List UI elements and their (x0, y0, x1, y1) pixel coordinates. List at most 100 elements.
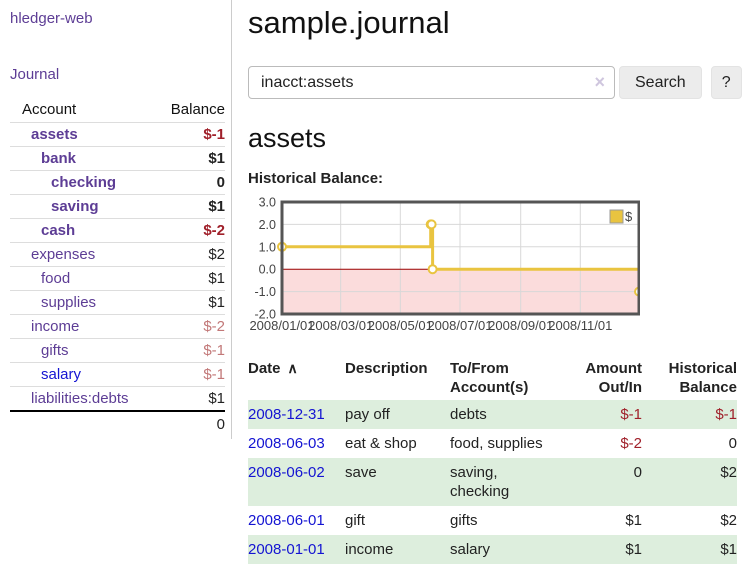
accounts-total-spacer (10, 410, 158, 436)
transaction-date-link[interactable]: 2008-01-01 (248, 541, 325, 558)
account-balance: $1 (157, 194, 225, 219)
transaction-amount: $1 (625, 541, 642, 558)
sort-asc-icon: ∧ (287, 360, 298, 376)
account-balance: $-1 (157, 362, 225, 387)
transaction-accounts: gifts (450, 512, 478, 529)
account-link[interactable]: supplies (41, 294, 97, 311)
account-row: expenses $2 (10, 242, 225, 267)
column-header-balance: Historical Balance (668, 360, 737, 396)
svg-text:1.0: 1.0 (259, 240, 276, 254)
historical-balance-chart: $3.0 2.0 1.0 0.0 -1.0 -2.02008/01/012008/03/0… (249, 196, 640, 333)
svg-text:2008/11/01: 2008/11/01 (548, 318, 612, 333)
svg-text:-1.0: -1.0 (254, 285, 276, 299)
account-balance: $-1 (157, 122, 225, 147)
account-balance: $1 (157, 290, 225, 315)
svg-text:2.0: 2.0 (259, 218, 276, 232)
account-link[interactable]: cash (41, 222, 76, 239)
account-link[interactable]: income (31, 318, 80, 335)
accounts-total-value: 0 (157, 410, 225, 436)
transaction-balance: $-1 (715, 406, 737, 423)
account-link[interactable]: food (41, 270, 71, 287)
transaction-balance: $2 (720, 512, 737, 529)
sidebar-item-journal[interactable]: Journal (10, 66, 60, 83)
search-bar: × Search ? (248, 66, 742, 99)
transaction-balance: $1 (720, 541, 737, 558)
page-title: sample.journal (248, 5, 450, 40)
account-row: income $-2 (10, 314, 225, 339)
transaction-amount: $1 (625, 512, 642, 529)
account-balance: $1 (157, 146, 225, 171)
account-row: gifts $-1 (10, 338, 225, 363)
transaction-accounts: saving, checking (450, 464, 510, 500)
transaction-date-link[interactable]: 2008-06-03 (248, 435, 325, 452)
account-row: saving $1 (10, 194, 225, 219)
svg-text:3.0: 3.0 (259, 196, 276, 210)
svg-text:2008/07/01: 2008/07/01 (427, 318, 492, 333)
account-row: liabilities:debts $1 (10, 387, 225, 412)
account-link[interactable]: saving (51, 198, 99, 215)
transaction-description: save (345, 464, 377, 481)
transactions-table: Date ∧ Description To/From Account(s) Amo… (248, 356, 737, 564)
account-row: food $1 (10, 266, 225, 291)
transactions-header-row: Date ∧ Description To/From Account(s) Amo… (248, 356, 737, 400)
transaction-amount: $-1 (620, 406, 642, 423)
search-input[interactable] (248, 66, 615, 99)
account-row: assets $-1 (10, 122, 225, 147)
svg-text:2008/09/01: 2008/09/01 (488, 318, 553, 333)
sidebar: hledger-web Journal Account Balance asse… (0, 0, 232, 439)
main-content: sample.journal × Search ? assets Histori… (232, 0, 742, 564)
transaction-amount: $-2 (620, 435, 642, 452)
transaction-description: gift (345, 512, 366, 529)
column-header-date[interactable]: Date ∧ (248, 360, 298, 377)
account-balance: $2 (157, 242, 225, 267)
account-row: cash $-2 (10, 218, 225, 243)
clear-search-icon[interactable]: × (594, 72, 605, 92)
svg-text:0.0: 0.0 (259, 263, 276, 277)
accounts-total-row: 0 (10, 410, 225, 436)
transaction-description: pay off (345, 406, 390, 423)
transaction-balance: $2 (720, 464, 737, 481)
account-row: salary $-1 (10, 362, 225, 387)
account-balance: $1 (208, 390, 225, 407)
transaction-date-link[interactable]: 2008-12-31 (248, 406, 325, 423)
transaction-date-link[interactable]: 2008-06-02 (248, 464, 325, 481)
account-link[interactable]: checking (51, 174, 117, 191)
account-balance: $-2 (157, 314, 225, 339)
account-link[interactable]: salary (41, 366, 82, 383)
transactions-table-body: 2008-12-31 pay off debts $-1 $-1 2008-06-03 ea… (248, 400, 737, 564)
transaction-row: 2008-06-02 save saving, checking 0 $2 (248, 458, 737, 506)
transaction-accounts: food, supplies (450, 435, 543, 452)
transaction-row: 2008-12-31 pay off debts $-1 $-1 (248, 400, 737, 429)
account-link[interactable]: bank (41, 150, 77, 167)
transaction-row: 2008-06-01 gift gifts $1 $2 (248, 506, 737, 535)
svg-text:$: $ (625, 209, 633, 224)
transaction-balance: 0 (728, 435, 737, 452)
column-header-description: Description (345, 360, 428, 377)
transaction-description: income (345, 541, 394, 558)
column-header-amount: Amount Out/In (585, 360, 642, 396)
transaction-row: 2008-06-03 eat & shop food, supplies $-2 0 (248, 429, 737, 458)
svg-text:2008/03/01: 2008/03/01 (308, 318, 373, 333)
account-row: bank $1 (10, 146, 225, 171)
transaction-date-link[interactable]: 2008-06-01 (248, 512, 325, 529)
search-input-wrap: × (248, 66, 615, 99)
transaction-amount: 0 (633, 464, 642, 481)
column-header-accounts: To/From Account(s) (450, 360, 529, 396)
balance-header: Balance (157, 98, 225, 123)
app-title-link[interactable]: hledger-web (10, 10, 93, 27)
transaction-accounts: salary (450, 541, 491, 558)
help-button[interactable]: ? (710, 66, 742, 99)
page: hledger-web Journal Account Balance asse… (0, 0, 742, 564)
search-button[interactable]: Search (619, 66, 702, 99)
account-link[interactable]: gifts (41, 342, 69, 359)
account-link[interactable]: assets (31, 126, 78, 143)
account-link[interactable]: liabilities:debts (31, 390, 129, 407)
accounts-table-body: assets $-1 bank $1 checking 0 saving $1 cash $-2 e… (10, 122, 225, 412)
account-balance: $-1 (157, 338, 225, 363)
transaction-accounts: debts (450, 406, 487, 423)
account-link[interactable]: expenses (31, 246, 96, 263)
svg-text:2008/01/01: 2008/01/01 (249, 318, 314, 333)
chart-title: Historical Balance: (248, 170, 384, 187)
account-balance: $1 (157, 266, 225, 291)
svg-text:-2.0: -2.0 (254, 308, 276, 322)
